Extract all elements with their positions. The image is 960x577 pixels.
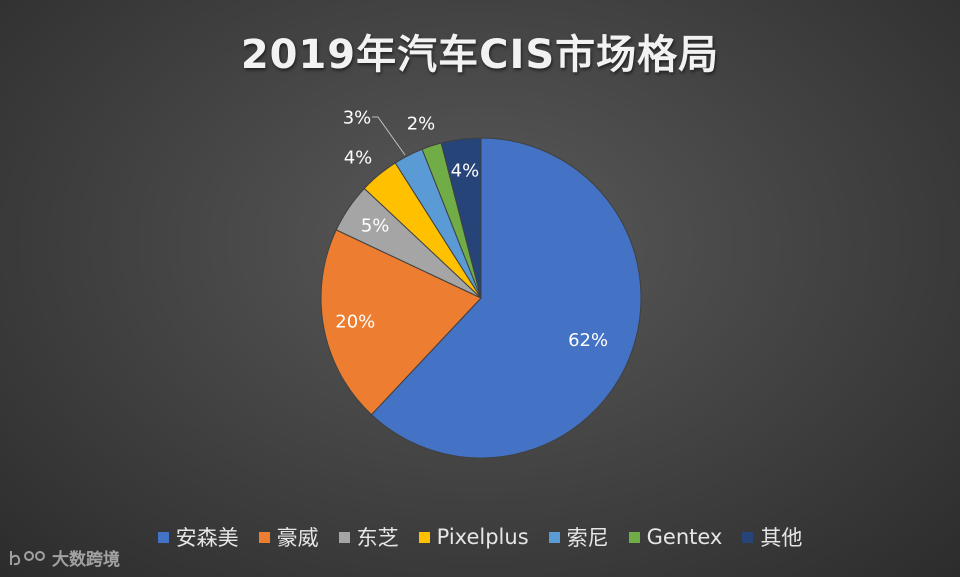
legend-item-2: 东芝	[338, 522, 399, 552]
legend-label-4: 索尼	[566, 526, 609, 550]
legend-swatch-0	[157, 531, 169, 543]
pie-slice-0	[370, 137, 642, 459]
legend-label-1: 豪威	[276, 526, 319, 550]
watermark-logo-icon	[10, 550, 45, 565]
legend-swatch-3	[418, 531, 430, 543]
legend-item-3: Pixelplus	[418, 525, 529, 549]
pie-slice-6	[440, 137, 482, 299]
data-label-4: 3%	[343, 108, 372, 129]
watermark: 大数跨境	[8, 545, 120, 570]
chart-legend: 安森美 豪威 东芝 Pixelplus 索尼 Gentex 其他	[0, 522, 960, 552]
legend-swatch-5	[628, 531, 640, 543]
legend-swatch-4	[548, 531, 560, 543]
legend-item-0: 安森美	[157, 522, 239, 552]
chart-title: 2019年汽车CIS市场格局	[240, 32, 720, 78]
legend-item-1: 豪威	[258, 522, 319, 552]
legend-swatch-6	[742, 531, 754, 543]
legend-label-5: Gentex	[646, 525, 723, 549]
legend-swatch-1	[258, 531, 270, 543]
data-label-3: 4%	[344, 148, 373, 169]
legend-item-6: 其他	[742, 522, 802, 552]
legend-swatch-2	[338, 531, 350, 543]
legend-label-0: 安森美	[175, 526, 239, 550]
legend-item-4: 索尼	[548, 522, 609, 552]
data-label-2: 5%	[361, 216, 390, 237]
data-label-5: 2%	[407, 114, 436, 135]
data-label-1: 20%	[335, 311, 375, 332]
watermark-text: 大数跨境	[52, 550, 120, 570]
leader-line-4	[372, 116, 406, 156]
legend-item-5: Gentex	[628, 525, 723, 549]
legend-label-2: 东芝	[356, 526, 399, 550]
pie-slice-1	[320, 229, 482, 416]
data-label-6: 4%	[451, 161, 480, 182]
legend-label-3: Pixelplus	[436, 525, 529, 549]
legend-label-6: 其他	[760, 526, 803, 550]
data-label-0: 62%	[568, 330, 608, 351]
